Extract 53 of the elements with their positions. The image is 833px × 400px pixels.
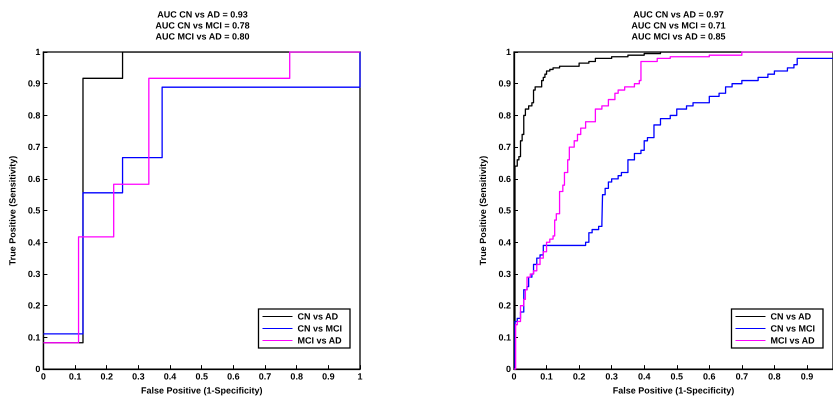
legend-label: CN vs AD (770, 312, 812, 322)
x-tick-label: 0.2 (100, 372, 113, 382)
x-tick-label: 0.6 (227, 372, 240, 382)
y-tick-label: 0.7 (498, 142, 511, 152)
legend-label: MCI vs AD (770, 336, 816, 346)
x-tick-label: 0.1 (68, 372, 82, 382)
y-tick-label: 0.8 (498, 110, 511, 120)
y-tick-label: 0.6 (28, 174, 40, 184)
x-tick-label: 0.9 (800, 372, 814, 382)
x-tick-label: 0.5 (670, 372, 684, 382)
y-tick-label: 0.3 (498, 268, 511, 279)
y-axis-title: True Positive (Sensitivity) (478, 156, 488, 266)
y-tick-label: 0.3 (28, 268, 40, 279)
x-tick-label: 1 (357, 372, 363, 382)
y-tick-label: 0.9 (28, 78, 40, 89)
x-tick-label: 0.2 (572, 372, 586, 382)
x-tick-label: 0.8 (290, 372, 303, 382)
x-tick-label: 0.1 (540, 372, 553, 382)
y-tick-label: 0.5 (498, 206, 511, 216)
x-axis-title: False Positive (1-Specificity) (612, 386, 734, 396)
y-tick-label: 0 (35, 364, 40, 374)
x-tick-label: 0.7 (258, 372, 272, 382)
x-tick-label: 0.5 (195, 372, 208, 382)
x-tick-label: 0.7 (736, 372, 748, 382)
x-tick-label: 0.4 (638, 372, 650, 382)
y-tick-label: 0.1 (28, 332, 40, 342)
y-tick-label: 0.8 (28, 110, 40, 120)
y-tick-label: 1 (506, 47, 511, 57)
x-tick-label: 0.8 (768, 372, 781, 382)
y-axis-title: True Positive (Sensitivity) (8, 156, 18, 266)
y-tick-label: 0.4 (28, 237, 40, 248)
y-tick-label: 0.2 (28, 300, 40, 311)
x-axis-title: False Positive (1-Specificity) (140, 386, 262, 396)
x-tick-label: 0.6 (703, 372, 716, 382)
x-tick-label: 0.9 (322, 372, 335, 382)
legend-label: MCI vs AD (297, 336, 342, 346)
legend-label: CN vs MCI (297, 324, 342, 334)
y-tick-label: 0.2 (498, 300, 511, 311)
x-tick-label: 0.3 (605, 372, 618, 382)
chart-title: AUC CN vs AD = 0.97 AUC CN vs MCI = 0.71 AUC MCI vs AD = 0.85 (631, 10, 726, 42)
y-tick-label: 0.9 (498, 78, 511, 89)
y-tick-label: 1 (35, 47, 40, 57)
legend-label: CN vs MCI (770, 324, 816, 334)
y-tick-label: 0.6 (498, 174, 511, 184)
y-tick-label: 0.5 (28, 206, 40, 216)
y-tick-label: 0.7 (28, 142, 40, 152)
y-tick-label: 0.1 (498, 332, 511, 342)
x-tick-label: 0.3 (132, 372, 145, 382)
y-tick-label: 0.4 (498, 237, 511, 248)
legend-label: CN vs AD (297, 312, 339, 322)
y-tick-label: 0 (506, 364, 511, 374)
chart-title: AUC CN vs AD = 0.93 AUC CN vs MCI = 0.78 AUC MCI vs AD = 0.80 (155, 10, 250, 42)
x-tick-label: 0.4 (164, 372, 176, 382)
